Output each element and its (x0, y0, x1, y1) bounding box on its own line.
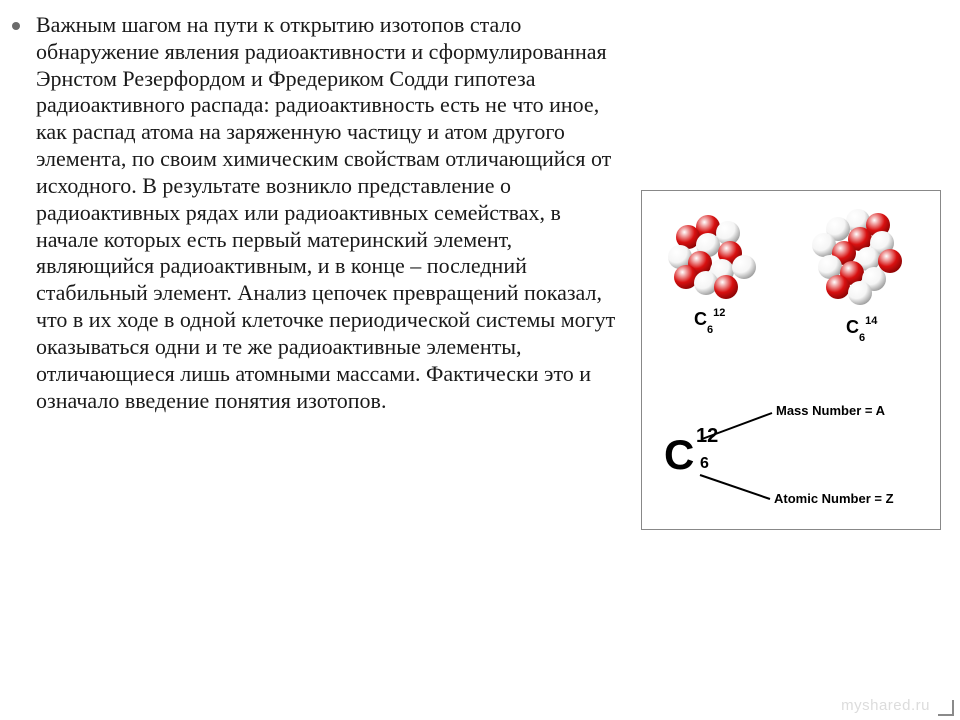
corner-icon (938, 700, 954, 716)
figure-column: C612 C614 C 12 6 Mass Number = A Atomic … (636, 12, 942, 708)
watermark: myshared.ru (841, 697, 930, 714)
annotation-mass: Mass Number = A (776, 403, 885, 418)
slide-root: Важным шагом на пути к открытию изотопов… (0, 0, 960, 720)
paragraph: Важным шагом на пути к открытию изотопов… (36, 12, 628, 414)
label-c14: C614 (846, 317, 877, 341)
annotation-atomic: Atomic Number = Z (774, 491, 894, 506)
c14-atomic: 6 (859, 332, 865, 344)
notation-atomic: 6 (700, 455, 709, 473)
label-c12: C612 (694, 309, 725, 333)
text-column: Важным шагом на пути к открытию изотопов… (36, 12, 636, 708)
c12-atomic: 6 (707, 324, 713, 336)
notation-symbol: C 12 6 (664, 431, 694, 479)
c12-mass: 12 (713, 307, 725, 319)
notation-element: C (664, 431, 694, 478)
bullet-icon (12, 22, 20, 30)
c14-element: C (846, 317, 859, 337)
c12-element: C (694, 309, 707, 329)
c14-mass: 14 (865, 315, 877, 327)
isotope-figure: C612 C614 C 12 6 Mass Number = A Atomic … (641, 190, 941, 530)
